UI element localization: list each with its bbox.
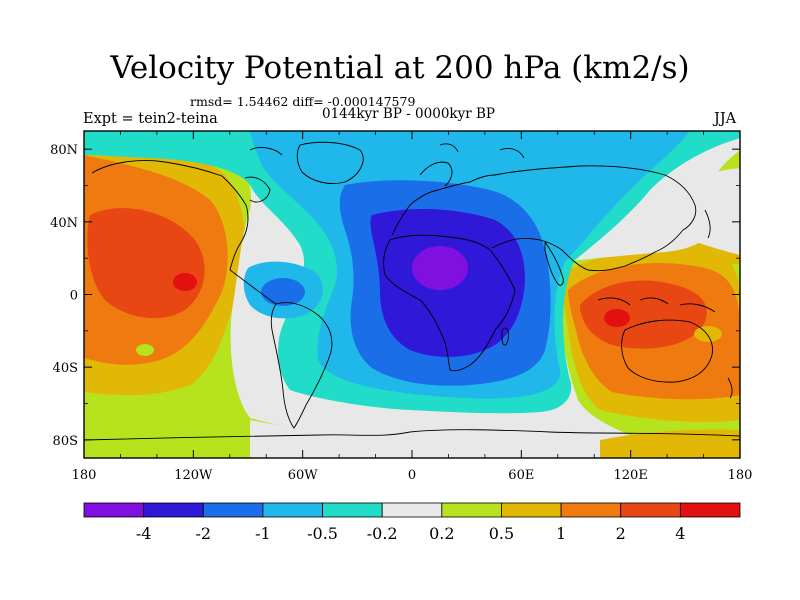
contour-pacific-2-4 xyxy=(87,208,205,319)
coast-africa xyxy=(383,234,516,372)
colorbar-swatch xyxy=(262,502,323,518)
colorbar-label: -2 xyxy=(195,524,211,543)
coast-madagascar xyxy=(501,327,509,346)
x-tick-label: 120E xyxy=(614,468,648,483)
colorbar-label: 1 xyxy=(556,524,566,543)
colorbar-label: -4 xyxy=(136,524,152,543)
stats-text: rmsd= 1.54462 diff= -0.000147579 xyxy=(190,94,416,109)
colorbar-label: 0.5 xyxy=(489,524,514,543)
period-text: 0144kyr BP - 0000kyr BP xyxy=(322,106,495,122)
coast-australia xyxy=(621,319,713,383)
colorbar-label: 4 xyxy=(675,524,685,543)
contour-indian-2-4 xyxy=(580,280,707,349)
contour-indian-small xyxy=(694,326,722,342)
colorbar-swatch xyxy=(501,502,562,518)
x-tick-label: 120W xyxy=(174,468,213,483)
coast-hudson xyxy=(244,176,271,203)
x-tick-label: 60W xyxy=(288,468,319,483)
coastlines xyxy=(84,141,740,441)
colorbar: -4 -2 -1 -0.5 -0.2 0.2 0.5 1 2 4 xyxy=(83,502,741,543)
chart-title: Velocity Potential at 200 hPa (km2/s) xyxy=(110,50,690,86)
contour-indian-gt4 xyxy=(604,309,630,327)
x-tick-label: 60E xyxy=(508,468,534,483)
coast-novaya xyxy=(499,147,525,159)
coast-greenland xyxy=(296,141,364,184)
coast-indonesia-2 xyxy=(639,297,669,305)
contour-caribbean-1-2 xyxy=(261,278,305,306)
colorbar-label: -0.5 xyxy=(307,524,338,543)
x-tick-label: 180 xyxy=(728,468,753,483)
colorbar-label: 0.2 xyxy=(429,524,454,543)
y-tick-label: 80N xyxy=(50,143,78,158)
coast-new-zealand xyxy=(727,377,733,399)
coast-india xyxy=(544,240,564,286)
colorbar-swatch xyxy=(620,502,681,518)
contour-antarctic-pos xyxy=(84,420,250,458)
colorbar-swatch xyxy=(441,502,502,518)
coast-japan xyxy=(704,209,711,239)
colorbar-swatch xyxy=(83,502,145,518)
colorbar-swatch xyxy=(322,502,383,518)
coast-indonesia-1 xyxy=(597,297,631,306)
coast-svalbard xyxy=(439,143,459,153)
contour-arctic xyxy=(400,131,620,171)
contour-antarctic xyxy=(250,420,650,458)
contour-neg-lt4 xyxy=(412,246,468,290)
season-label: JJA xyxy=(714,111,737,127)
colorbar-swatch xyxy=(381,502,443,518)
colorbar-label: 2 xyxy=(616,524,626,543)
contour-siberia-neutral xyxy=(650,168,740,255)
y-tick-label: 80S xyxy=(53,434,78,449)
coast-antarctica xyxy=(84,429,740,441)
contour-pacific-small xyxy=(136,344,154,356)
coast-europe xyxy=(391,174,496,236)
colorbar-label: -1 xyxy=(255,524,271,543)
colorbar-swatch xyxy=(560,502,622,518)
x-tick-label: 0 xyxy=(408,468,416,483)
coast-new-guinea xyxy=(679,303,716,313)
coast-arctic-islands xyxy=(249,147,283,156)
colorbar-swatch xyxy=(202,502,264,518)
y-tick-label: 40N xyxy=(50,216,78,231)
y-tick-label: 0 xyxy=(70,289,78,304)
colorbar-swatch xyxy=(143,502,204,518)
experiment-label: Expt = tein2-teina xyxy=(83,111,218,127)
coast-south-america xyxy=(270,302,333,429)
contour-antarctic-pos2 xyxy=(600,429,740,458)
filled-contour-map xyxy=(84,131,740,458)
contour-pacific-gt4 xyxy=(173,273,197,291)
y-tick-label: 40S xyxy=(53,361,78,376)
axes: 180 120W 60W 0 60E 120E 180 80N 40N 0 40S 80S xyxy=(50,131,752,483)
coast-scandinavia xyxy=(419,161,453,187)
coast-north-america xyxy=(91,160,277,305)
x-tick-label: 180 xyxy=(72,468,97,483)
coast-asia xyxy=(491,165,697,272)
colorbar-label: -0.2 xyxy=(367,524,398,543)
colorbar-swatch xyxy=(679,502,741,518)
